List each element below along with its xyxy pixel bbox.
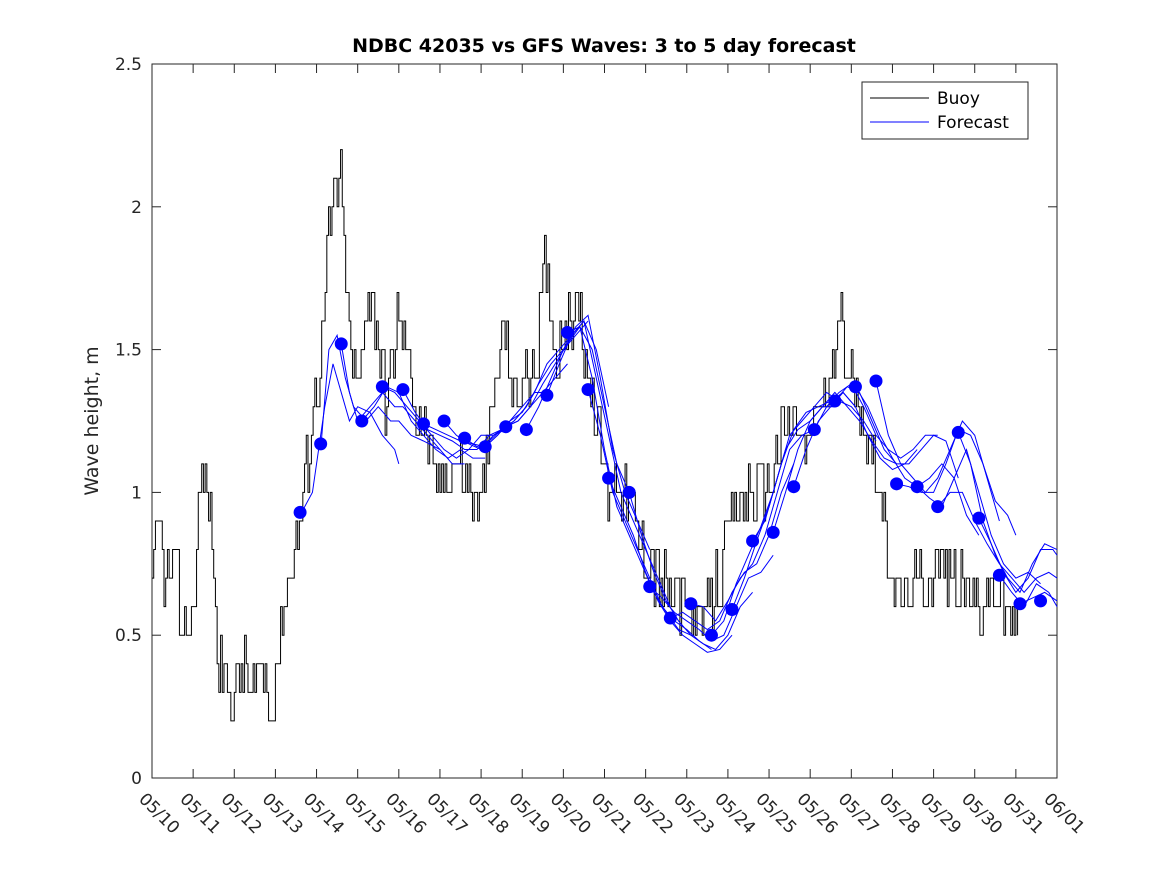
buoy-series bbox=[152, 149, 1019, 722]
forecast-marker bbox=[293, 505, 307, 519]
legend-forecast-label: Forecast bbox=[937, 113, 1009, 133]
forecast-marker bbox=[663, 611, 677, 625]
y-tick-label: 0 bbox=[131, 769, 142, 789]
forecast-marker bbox=[355, 414, 369, 428]
forecast-marker bbox=[540, 388, 554, 402]
y-tick-label: 0.5 bbox=[115, 626, 142, 646]
buoy-line bbox=[152, 149, 1019, 722]
forecast-marker bbox=[602, 471, 616, 485]
axes-box bbox=[151, 63, 1058, 779]
forecast-marker bbox=[746, 534, 760, 548]
forecast-marker bbox=[519, 423, 533, 437]
forecast-marker bbox=[992, 568, 1006, 582]
forecast-markers bbox=[293, 325, 1048, 642]
chart-title: NDBC 42035 vs GFS Waves: 3 to 5 day fore… bbox=[352, 35, 856, 57]
forecast-run-line bbox=[752, 391, 877, 542]
y-axis-label: Wave height, m bbox=[81, 346, 103, 495]
y-tick-label: 1 bbox=[131, 483, 142, 503]
forecast-marker bbox=[581, 383, 595, 397]
y-tick-label: 2.5 bbox=[115, 55, 142, 75]
forecast-marker bbox=[848, 380, 862, 394]
forecast-marker bbox=[1034, 594, 1048, 608]
forecast-marker bbox=[890, 477, 904, 491]
forecast-marker bbox=[396, 383, 410, 397]
forecast-marker bbox=[972, 511, 986, 525]
forecast-run-line bbox=[525, 314, 651, 550]
forecast-marker bbox=[931, 500, 945, 514]
y-tick-label: 1.5 bbox=[115, 341, 142, 361]
forecast-run-line bbox=[628, 492, 753, 651]
forecast-run-line bbox=[875, 380, 1000, 522]
forecast-marker bbox=[869, 374, 883, 388]
forecast-marker bbox=[437, 414, 451, 428]
forecast-run-line bbox=[382, 386, 506, 459]
forecast-marker bbox=[766, 525, 780, 539]
forecast-marker bbox=[1013, 597, 1027, 611]
forecast-marker bbox=[807, 423, 821, 437]
forecast-run-line bbox=[299, 363, 400, 516]
forecast-marker bbox=[314, 437, 328, 451]
forecast-marker bbox=[725, 603, 739, 616]
y-tick-label: 2 bbox=[131, 198, 142, 218]
forecast-marker bbox=[787, 480, 801, 494]
forecast-marker bbox=[910, 480, 924, 494]
legend-box bbox=[861, 81, 1029, 140]
forecast-run-line bbox=[690, 429, 815, 622]
forecast-marker bbox=[458, 431, 472, 445]
forecast-marker bbox=[375, 380, 389, 394]
forecast-run-line bbox=[978, 517, 1058, 594]
forecast-marker bbox=[951, 425, 965, 439]
forecast-run-line bbox=[999, 574, 1058, 608]
forecast-marker bbox=[499, 420, 513, 434]
forecast-marker bbox=[704, 628, 718, 642]
forecast-marker bbox=[684, 597, 698, 611]
y-axis: 0 0.5 1 1.5 2 2.5 bbox=[115, 55, 1057, 789]
plot-area bbox=[151, 63, 1058, 779]
forecast-marker bbox=[417, 417, 430, 431]
forecast-run-line bbox=[340, 343, 465, 465]
forecast-marker bbox=[622, 485, 636, 499]
forecast-marker bbox=[478, 440, 492, 454]
legend: Buoy Forecast bbox=[861, 81, 1029, 140]
forecast-run-line bbox=[320, 333, 441, 451]
forecast-marker bbox=[643, 580, 657, 594]
forecast-marker bbox=[828, 394, 842, 408]
legend-buoy-label: Buoy bbox=[937, 89, 980, 109]
forecast-marker bbox=[334, 337, 348, 351]
forecast-marker bbox=[560, 325, 574, 339]
forecast-run-line bbox=[772, 391, 897, 533]
